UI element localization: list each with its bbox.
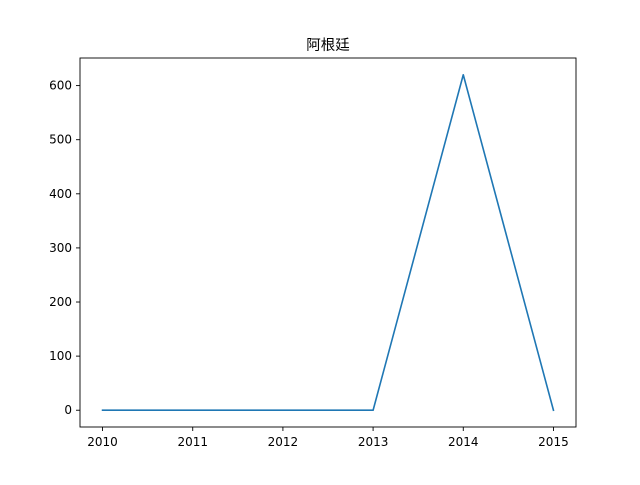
y-tick-label: 600 [49,79,72,93]
x-tick-label: 2010 [87,435,118,449]
x-tick-label: 2015 [538,435,569,449]
axes-frame [79,57,577,428]
y-tick-label: 300 [49,241,72,255]
y-tick-label: 200 [49,295,72,309]
y-tick-label: 500 [49,133,72,147]
x-tick-label: 2013 [358,435,389,449]
chart-title: 阿根廷 [306,37,350,54]
x-tick-label: 2011 [177,435,208,449]
plot-area: 2010 2011 2012 2013 2014 2015 0 100 200 300 400 500… [49,57,577,449]
y-tick-label: 100 [49,349,72,363]
y-tick-label: 0 [64,403,72,417]
y-tick-label: 400 [49,187,72,201]
series-line-0 [101,73,555,412]
x-tick-label: 2012 [268,435,299,449]
x-tick-label: 2014 [448,435,479,449]
